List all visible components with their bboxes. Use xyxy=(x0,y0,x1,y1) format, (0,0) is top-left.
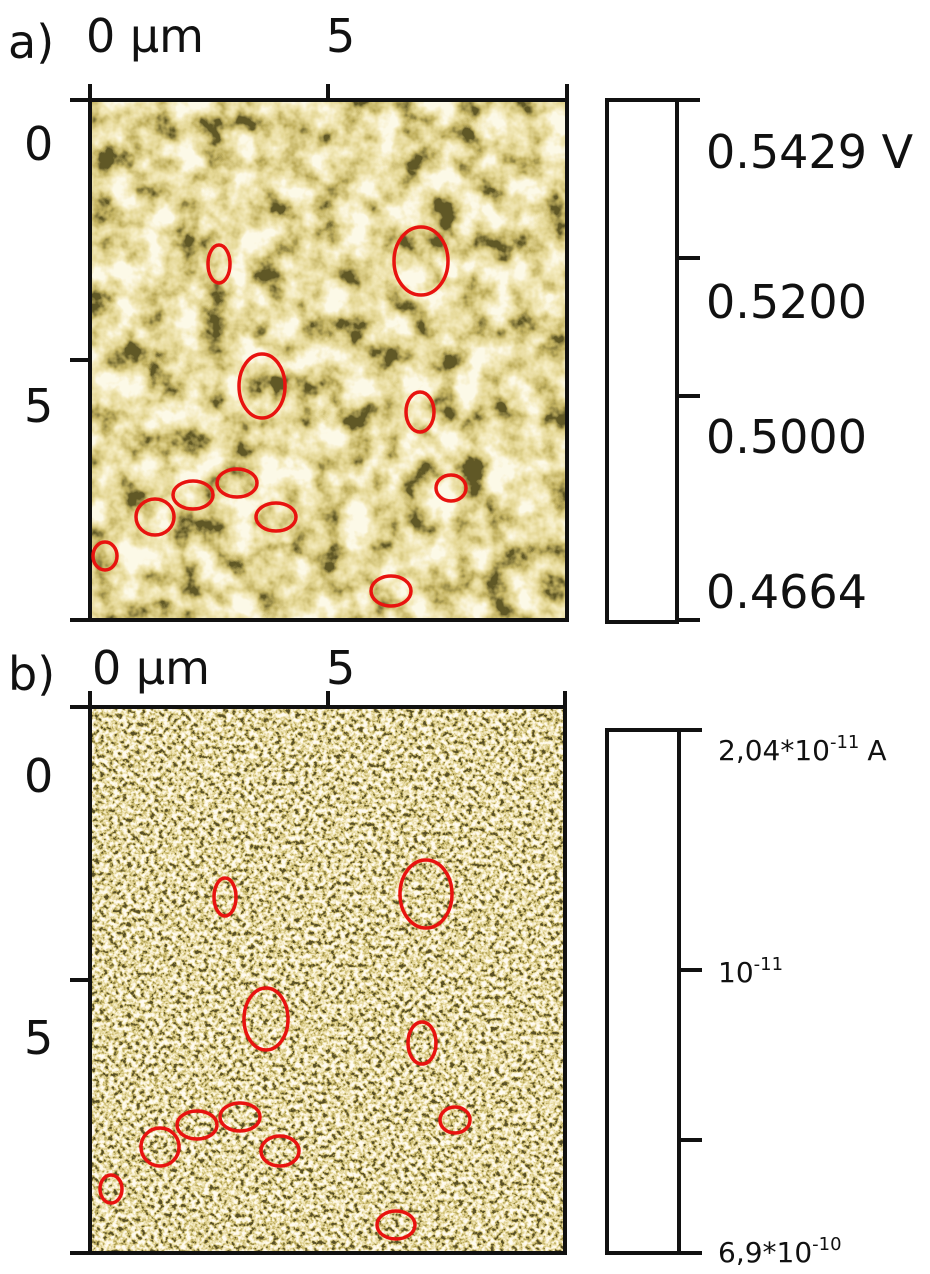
panel-a: a) 0 µm 5 0 5 0.5429 V 0.5200 0.5000 0.4… xyxy=(8,9,914,624)
colorbar xyxy=(605,98,679,624)
label-exponent: -11 xyxy=(830,732,859,753)
colorbar-label: 10-11 xyxy=(718,954,783,989)
markers xyxy=(98,858,472,1241)
colorbar xyxy=(605,728,681,1255)
colorbar-label: 0.5200 xyxy=(706,275,867,329)
potential-map xyxy=(90,100,567,620)
label-exponent: -11 xyxy=(754,954,783,975)
x-tick-label: 5 xyxy=(326,641,355,695)
panel-label: b) xyxy=(8,647,55,701)
colorbar-ticks xyxy=(679,728,702,1255)
label-exponent: -10 xyxy=(812,1234,841,1255)
axis-ticks xyxy=(70,691,567,1255)
colorbar-label: 6,9*10-10 xyxy=(718,1234,842,1269)
x-tick-label: 5 xyxy=(326,9,355,63)
y-tick-label: 0 xyxy=(24,117,53,171)
colorbar-label: 0.5000 xyxy=(706,410,867,464)
label-base: 6,9*10 xyxy=(718,1236,812,1269)
y-tick-label: 0 xyxy=(24,749,53,803)
colorbar-label: 0.5429 V xyxy=(706,125,914,179)
label-unit: A xyxy=(867,734,886,767)
panel-label: a) xyxy=(8,15,54,69)
colorbar-ticks xyxy=(677,98,700,622)
markers xyxy=(91,225,468,608)
label-base: 10 xyxy=(718,956,754,989)
x-tick-label: 0 µm xyxy=(86,9,204,63)
current-map xyxy=(90,707,565,1253)
colorbar-label: 2,04*10-11 A xyxy=(718,732,887,767)
axis-ticks xyxy=(70,84,569,622)
panel-b: b) 0 µm 5 0 5 2,04*10-11 A 10-11 6,9*10-1… xyxy=(8,641,887,1269)
y-tick-label: 5 xyxy=(24,1011,53,1065)
y-tick-label: 5 xyxy=(24,379,53,433)
label-base: 2,04*10 xyxy=(718,734,830,767)
colorbar-label: 0.4664 xyxy=(706,565,867,619)
x-tick-label: 0 µm xyxy=(92,641,210,695)
